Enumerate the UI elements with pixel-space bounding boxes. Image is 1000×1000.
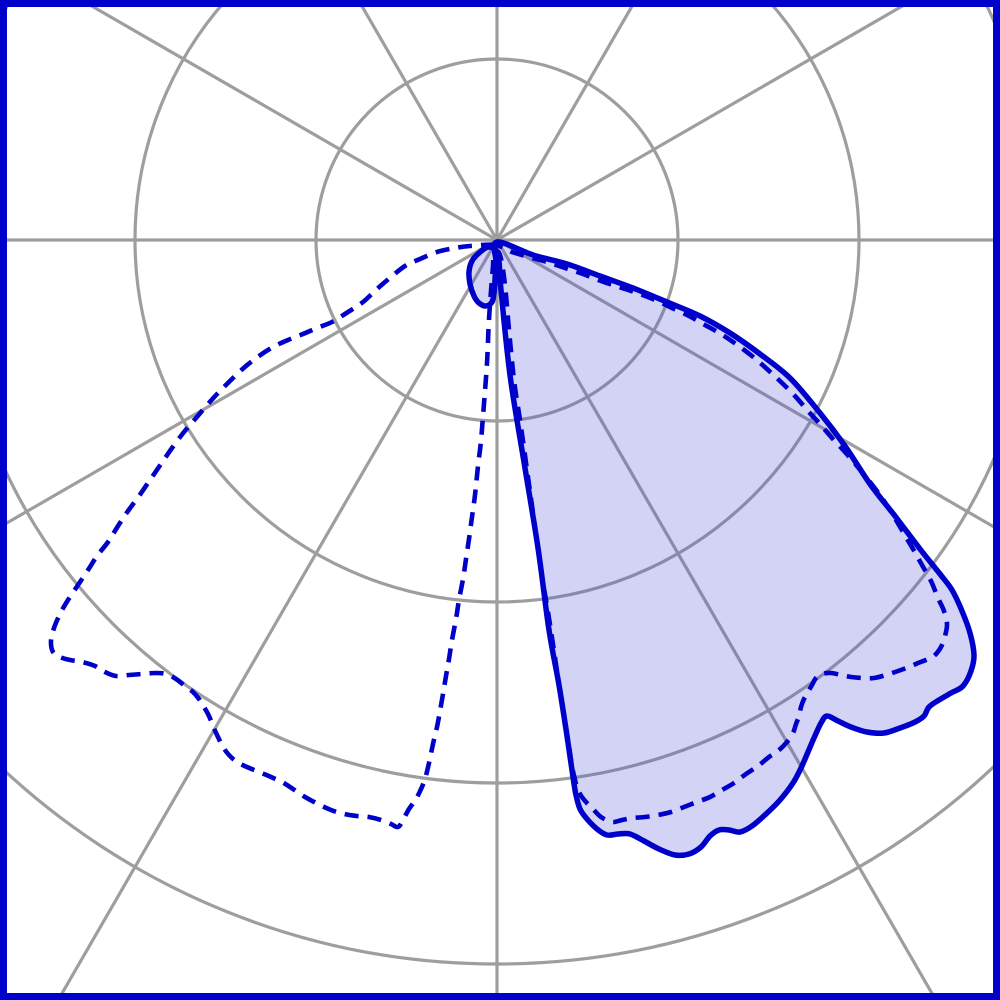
grid-ray-150deg — [78, 0, 498, 242]
grid-ray-240deg — [56, 239, 499, 1000]
grid-ray-60deg — [495, 0, 638, 241]
grid-ray-30deg — [496, 0, 916, 242]
grid-ray-210deg — [0, 238, 498, 529]
solid-lobe-fill — [468, 241, 975, 856]
grid-ray-330deg — [496, 238, 1000, 533]
grid-ray-300deg — [495, 239, 938, 1000]
solid-lobe-path — [466, 239, 977, 859]
dashed-lobe-path — [48, 242, 950, 830]
grid-ray-120deg — [356, 0, 499, 241]
